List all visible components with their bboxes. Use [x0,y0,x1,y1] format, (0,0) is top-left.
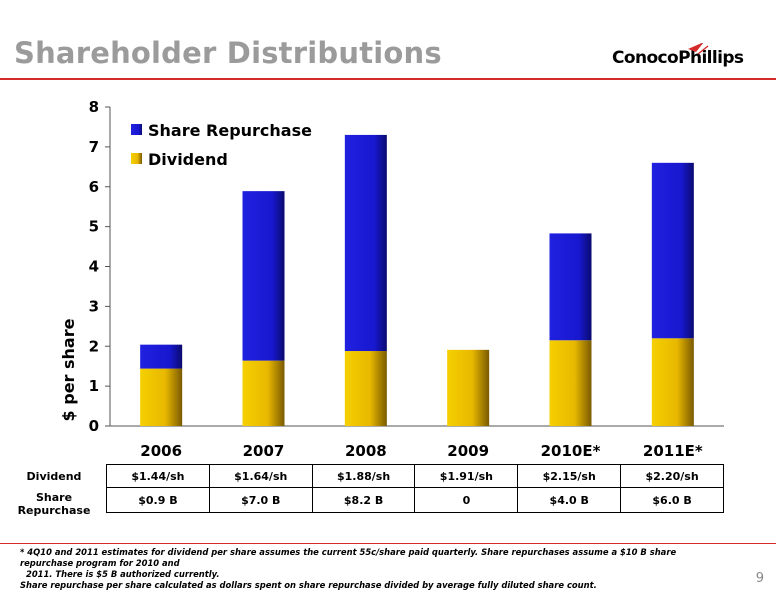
x-tick-labels: 2006 2007 2008 2009 2010E* 2011E* [140,442,703,460]
y-tick-label: 1 [89,377,99,395]
y-tick-label: 2 [89,337,99,355]
header-rule [0,78,776,80]
chart-axes [105,106,724,427]
table-row-label-share-repurchase: Share Repurchase [4,491,104,517]
table-cell: $1.88/sh [311,464,416,488]
table-cell: $6.0 B [620,487,724,513]
table-cell: $7.0 B [208,487,313,513]
x-tick-label: 2011E* [643,442,703,460]
table-cell: 0 [414,487,519,513]
y-tick-label: 8 [89,98,99,116]
y-axis-label: $ per share [59,318,78,421]
bar-dividend [242,360,285,426]
table-row: $0.9 B $7.0 B $8.2 B 0 $4.0 B $6.0 B [106,487,724,513]
legend: Share Repurchase Dividend [131,121,312,169]
y-tick-label: 5 [89,218,99,236]
bar-share-repurchase [549,233,592,341]
distribution-table: $1.44/sh $1.64/sh $1.88/sh $1.91/sh $2.1… [106,464,724,513]
table-cell: $1.44/sh [106,464,210,488]
x-tick-label: 2006 [140,442,182,460]
y-tick-label: 4 [89,258,99,276]
bar-dividend [140,368,183,426]
bar-share-repurchase [344,134,387,352]
legend-swatch-share-repurchase [131,124,142,135]
table-cell: $8.2 B [311,487,416,513]
table-cell: $2.20/sh [620,464,724,488]
page-title: Shareholder Distributions [14,36,442,70]
bar-dividend [447,349,490,426]
bar-dividend [344,351,387,426]
table-cell: $2.15/sh [517,464,622,488]
table-cell: $4.0 B [517,487,622,513]
bar-dividend [549,340,592,426]
legend-swatch-dividend [131,153,142,164]
row-label-line2: Repurchase [17,504,91,517]
y-tick-label: 3 [89,297,99,315]
footnote-line: * 4Q10 and 2011 estimates for dividend p… [20,547,677,568]
logo-wordmark: ConocoPhillips [612,48,744,68]
stacked-bar-chart: 0 1 2 3 4 5 6 7 8 2006 2007 2008 2009 2010E* 2011E* $… [59,98,724,460]
logo-star-icon [688,42,709,55]
table-row: $1.44/sh $1.64/sh $1.88/sh $1.91/sh $2.1… [106,464,724,488]
bar-share-repurchase [140,344,183,369]
table-cell: $0.9 B [106,487,210,513]
footnote: * 4Q10 and 2011 estimates for dividend p… [20,547,720,591]
table-cell: $1.91/sh [414,464,519,488]
row-label-line1: Share [35,491,73,504]
footnote-line: Share repurchase per share calculated as… [20,580,597,590]
bar-share-repurchase [651,162,694,339]
table-row-label-dividend: Dividend [26,470,82,483]
y-tick-label: 6 [89,178,99,196]
x-tick-label: 2010E* [541,442,601,460]
y-tick-label: 0 [89,417,99,435]
legend-label-share-repurchase: Share Repurchase [148,121,312,140]
bar-dividend [651,338,694,426]
bar-share-repurchase [242,191,285,361]
x-tick-label: 2009 [447,442,489,460]
footer-rule [0,543,776,544]
footnote-line: 2011. There is $5 B authorized currently… [26,569,220,579]
chart-bars [140,134,694,426]
x-tick-label: 2008 [345,442,387,460]
conocophillips-logo: ConocoPhillips [612,42,762,69]
legend-label-dividend: Dividend [148,150,228,169]
x-tick-label: 2007 [243,442,285,460]
page-number: 9 [755,571,764,586]
y-tick-label: 7 [89,138,99,156]
y-tick-labels: 0 1 2 3 4 5 6 7 8 [89,98,99,435]
table-cell: $1.64/sh [208,464,313,488]
